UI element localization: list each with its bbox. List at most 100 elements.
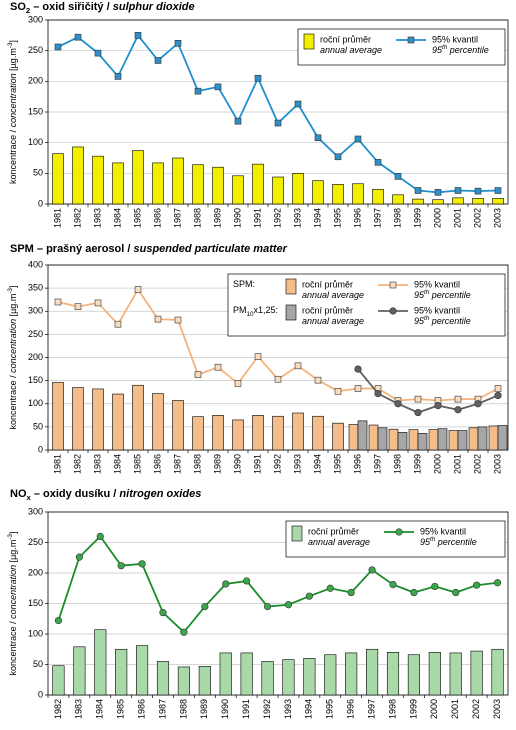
marker xyxy=(294,100,302,108)
x-tick-label: 1983 xyxy=(92,208,102,228)
bar xyxy=(312,415,324,451)
x-tick-label: 1993 xyxy=(283,699,293,719)
bar xyxy=(282,659,295,696)
x-tick-label: 2002 xyxy=(472,208,482,228)
bar xyxy=(448,430,459,451)
x-tick-label: 1991 xyxy=(241,699,251,719)
bar xyxy=(177,666,190,696)
marker xyxy=(214,363,222,371)
x-tick-label: 1988 xyxy=(192,454,202,474)
marker xyxy=(395,528,403,536)
marker xyxy=(254,74,262,82)
text-run: [µg.m xyxy=(8,48,18,73)
legend-label-en: annual average xyxy=(320,45,382,55)
bar xyxy=(112,393,124,451)
bar xyxy=(303,658,316,696)
marker xyxy=(394,400,402,408)
marker xyxy=(354,135,362,143)
marker xyxy=(494,385,502,392)
bar xyxy=(261,661,274,696)
text-run: percentile xyxy=(429,316,471,326)
x-tick-label: 2002 xyxy=(472,454,482,474)
marker xyxy=(254,353,262,360)
x-tick-label: 1994 xyxy=(312,208,322,228)
x-tick-label: 2000 xyxy=(429,699,439,719)
marker xyxy=(94,299,102,307)
text-run: th xyxy=(424,289,430,296)
bar xyxy=(472,198,484,205)
text-run: concentration xyxy=(8,319,18,373)
x-tick-label: 1991 xyxy=(252,208,262,228)
legend-label-en: 95th percentile xyxy=(432,44,489,56)
y-tick-label: 50 xyxy=(33,659,43,669)
bar xyxy=(332,184,344,205)
x-tick-label: 1992 xyxy=(272,454,282,474)
legend-box xyxy=(297,28,506,66)
y-tick-label: 350 xyxy=(28,283,43,293)
bar xyxy=(392,194,404,205)
x-tick-label: 1999 xyxy=(412,208,422,228)
y-tick-label: 50 xyxy=(33,421,43,431)
text-run: – oxid siřičitý / xyxy=(30,1,113,13)
bar xyxy=(52,382,64,451)
y-tick-label: 150 xyxy=(28,598,43,608)
bar xyxy=(345,652,358,696)
x-tick-label: 1995 xyxy=(332,208,342,228)
x-tick-label: 1989 xyxy=(212,208,222,228)
bar xyxy=(457,430,468,451)
marker xyxy=(473,581,481,589)
marker xyxy=(494,187,502,194)
bar xyxy=(428,651,441,696)
x-tick-label: 2001 xyxy=(452,208,462,228)
y-tick-label: 300 xyxy=(28,306,43,316)
chart-title: SPM – prašný aerosol / suspended particu… xyxy=(10,243,288,255)
bar xyxy=(94,629,107,696)
x-tick-label: 1989 xyxy=(199,699,209,719)
bar xyxy=(272,415,284,451)
text-run: – oxidy dusíku / xyxy=(31,488,120,500)
text-run: -3 xyxy=(7,534,14,540)
marker xyxy=(94,49,102,57)
x-tick-label: 1997 xyxy=(372,208,382,228)
text-run: 2 xyxy=(26,6,30,15)
x-tick-label: 2003 xyxy=(492,208,502,228)
marker xyxy=(294,362,302,370)
y-tick-label: 150 xyxy=(28,375,43,385)
bar xyxy=(272,176,284,205)
legend-group-label: SPM: xyxy=(233,279,255,289)
y-tick-label: 200 xyxy=(28,76,43,86)
marker xyxy=(159,609,167,617)
text-run: nitrogen oxides xyxy=(119,488,201,500)
bar xyxy=(477,426,488,451)
text-run: concentration xyxy=(8,73,18,127)
marker xyxy=(194,371,202,378)
marker xyxy=(454,406,462,414)
x-tick-label: 1986 xyxy=(152,208,162,228)
bar xyxy=(132,384,144,451)
marker xyxy=(474,400,482,408)
marker xyxy=(54,43,62,51)
y-axis-label: koncentrace / concentration [µg.m-3] xyxy=(7,40,19,184)
text-run: percentile xyxy=(429,290,471,300)
line xyxy=(57,535,498,634)
marker xyxy=(314,376,322,384)
legend-label: 95% kvantil xyxy=(414,279,460,289)
marker xyxy=(180,628,188,636)
marker xyxy=(407,36,415,44)
x-tick-label: 1984 xyxy=(112,454,122,474)
bar xyxy=(372,188,384,205)
x-tick-label: 1983 xyxy=(92,454,102,474)
x-tick-label: 1988 xyxy=(178,699,188,719)
x-tick-label: 1998 xyxy=(392,208,402,228)
bar xyxy=(417,433,428,451)
text-run: 95 xyxy=(420,537,431,547)
bar xyxy=(408,429,419,451)
marker xyxy=(234,117,242,125)
legend-label-en: 95th percentile xyxy=(420,536,477,548)
bar xyxy=(115,648,128,696)
x-tick-label: 1994 xyxy=(312,454,322,474)
y-tick-label: 200 xyxy=(28,352,43,362)
x-tick-label: 1999 xyxy=(408,699,418,719)
marker xyxy=(414,408,422,417)
marker xyxy=(54,616,63,625)
